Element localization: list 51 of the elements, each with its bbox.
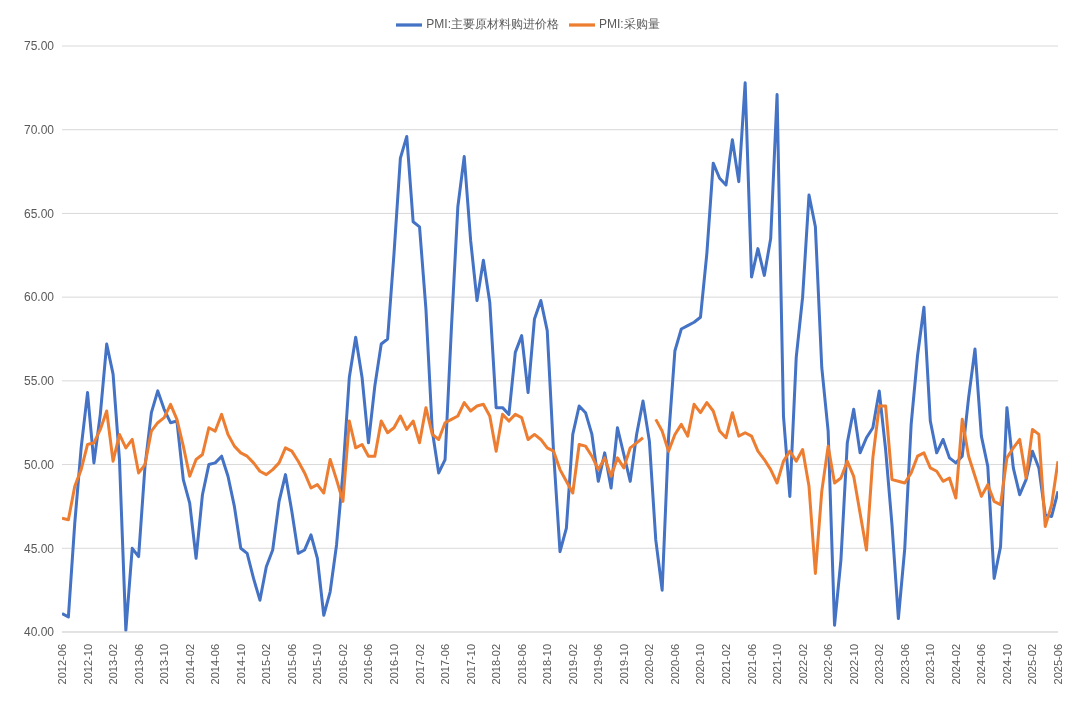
x-tick-label: 2023-10 [924, 644, 937, 685]
legend-label: PMI:主要原材料购进价格 [426, 17, 559, 32]
x-tick-label: 2016-06 [362, 644, 375, 685]
x-tick-label: 2013-06 [132, 644, 145, 685]
x-tick-label: 2014-06 [209, 644, 222, 685]
x-tick-label: 2022-10 [847, 644, 860, 685]
x-tick-label: 2023-02 [873, 644, 886, 685]
x-tick-label: 2018-02 [490, 644, 503, 685]
x-tick-label: 2020-10 [694, 644, 707, 685]
y-tick-label: 50.00 [23, 457, 55, 472]
y-tick-label: 55.00 [23, 374, 55, 389]
x-tick-label: 2024-02 [949, 644, 962, 685]
x-tick-label: 2017-02 [413, 644, 426, 685]
x-tick-label: 2017-10 [464, 644, 477, 685]
y-tick-label: 60.00 [23, 290, 55, 305]
x-tick-label: 2016-02 [336, 644, 349, 685]
x-tick-label: 2017-06 [439, 644, 452, 685]
x-tick-label: 2021-02 [720, 644, 732, 685]
x-tick-label: 2023-06 [898, 644, 911, 685]
x-tick-label: 2025-02 [1026, 644, 1039, 685]
x-tick-label: 2024-06 [975, 644, 988, 685]
x-tick-label: 2015-10 [311, 644, 324, 685]
x-tick-label: 2018-10 [541, 644, 554, 685]
x-tick-label: 2025-06 [1052, 644, 1064, 685]
x-tick-label: 2012-10 [81, 644, 94, 685]
x-tick-label: 2016-10 [388, 644, 400, 685]
x-tick-label: 2024-10 [1000, 644, 1013, 685]
x-tick-label: 2013-02 [107, 644, 120, 685]
x-tick-label: 2015-02 [260, 644, 273, 685]
x-tick-label: 2021-06 [745, 644, 758, 685]
x-tick-label: 2020-02 [643, 644, 656, 685]
x-tick-label: 2012-06 [56, 644, 68, 685]
x-tick-label: 2018-06 [515, 644, 528, 685]
x-tick-label: 2014-02 [183, 644, 196, 685]
x-tick-label: 2022-02 [796, 644, 809, 685]
x-tick-label: 2019-06 [592, 644, 605, 685]
y-tick-label: 65.00 [23, 206, 55, 221]
x-tick-label: 2013-10 [158, 644, 171, 685]
x-tick-label: 2022-06 [822, 644, 835, 685]
x-tick-label: 2021-10 [771, 644, 784, 685]
y-tick-label: 70.00 [23, 122, 55, 137]
line-series [62, 81, 1058, 632]
x-tick-label: 2019-02 [566, 644, 579, 685]
x-tick-label: 2020-06 [668, 644, 681, 685]
x-tick-label: 2015-06 [285, 644, 298, 685]
x-tick-label: 2014-10 [234, 644, 247, 685]
y-tick-label: 75.00 [23, 39, 55, 54]
legend-label: PMI:采购量 [599, 17, 660, 32]
y-tick-label: 40.00 [23, 625, 55, 640]
x-tick-label: 2019-10 [617, 644, 630, 685]
y-tick-label: 45.00 [23, 541, 55, 556]
